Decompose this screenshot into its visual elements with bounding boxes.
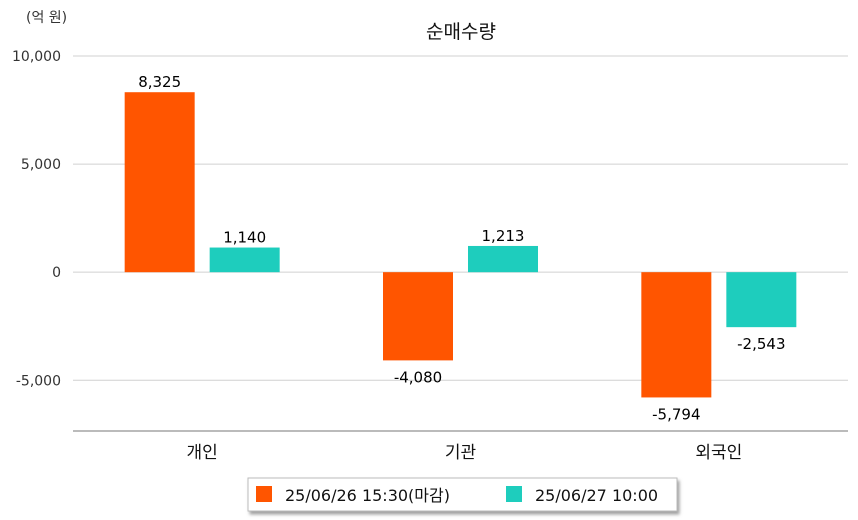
bar-series-1 — [383, 272, 453, 361]
y-tick-label: 10,000 — [12, 49, 61, 65]
bar-series-2 — [468, 245, 538, 273]
axes: 10,000 5,000 0 -5,000 개인 기관 외국인 — [12, 49, 848, 463]
chart-title: 순매수량 — [426, 21, 496, 43]
legend-label-series-2: 25/06/27 10:00 — [535, 486, 658, 505]
y-tick-label: 5,000 — [21, 157, 61, 173]
legend-swatch-series-1 — [256, 486, 272, 502]
data-label: -2,543 — [737, 335, 785, 353]
bar-series-1 — [641, 272, 712, 398]
bar-series-2 — [726, 272, 797, 328]
bars — [124, 92, 797, 398]
legend-label-series-1: 25/06/26 15:30(마감) — [285, 486, 450, 505]
legend-box — [247, 477, 678, 512]
y-tick-label: -5,000 — [16, 373, 61, 389]
data-label: -4,080 — [394, 368, 442, 386]
bar-series-2 — [209, 247, 280, 273]
unit-label: (억 원) — [26, 10, 67, 26]
data-label: 8,325 — [138, 73, 181, 91]
x-tick-label: 개인 — [187, 443, 218, 463]
data-labels: 8,325 1,140 -4,080 1,213 -5,794 -2,543 — [138, 73, 785, 423]
legend-swatch-series-2 — [506, 486, 522, 502]
x-tick-label: 외국인 — [695, 443, 742, 463]
data-label: 1,140 — [223, 229, 266, 247]
data-label: -5,794 — [652, 405, 700, 423]
data-label: 1,213 — [482, 227, 525, 245]
gridlines — [73, 55, 848, 381]
x-tick-label: 기관 — [445, 443, 476, 463]
y-tick-label: 0 — [52, 265, 61, 281]
legend: 25/06/26 15:30(마감) 25/06/27 10:00 — [247, 477, 678, 512]
bar-series-1 — [124, 92, 195, 273]
